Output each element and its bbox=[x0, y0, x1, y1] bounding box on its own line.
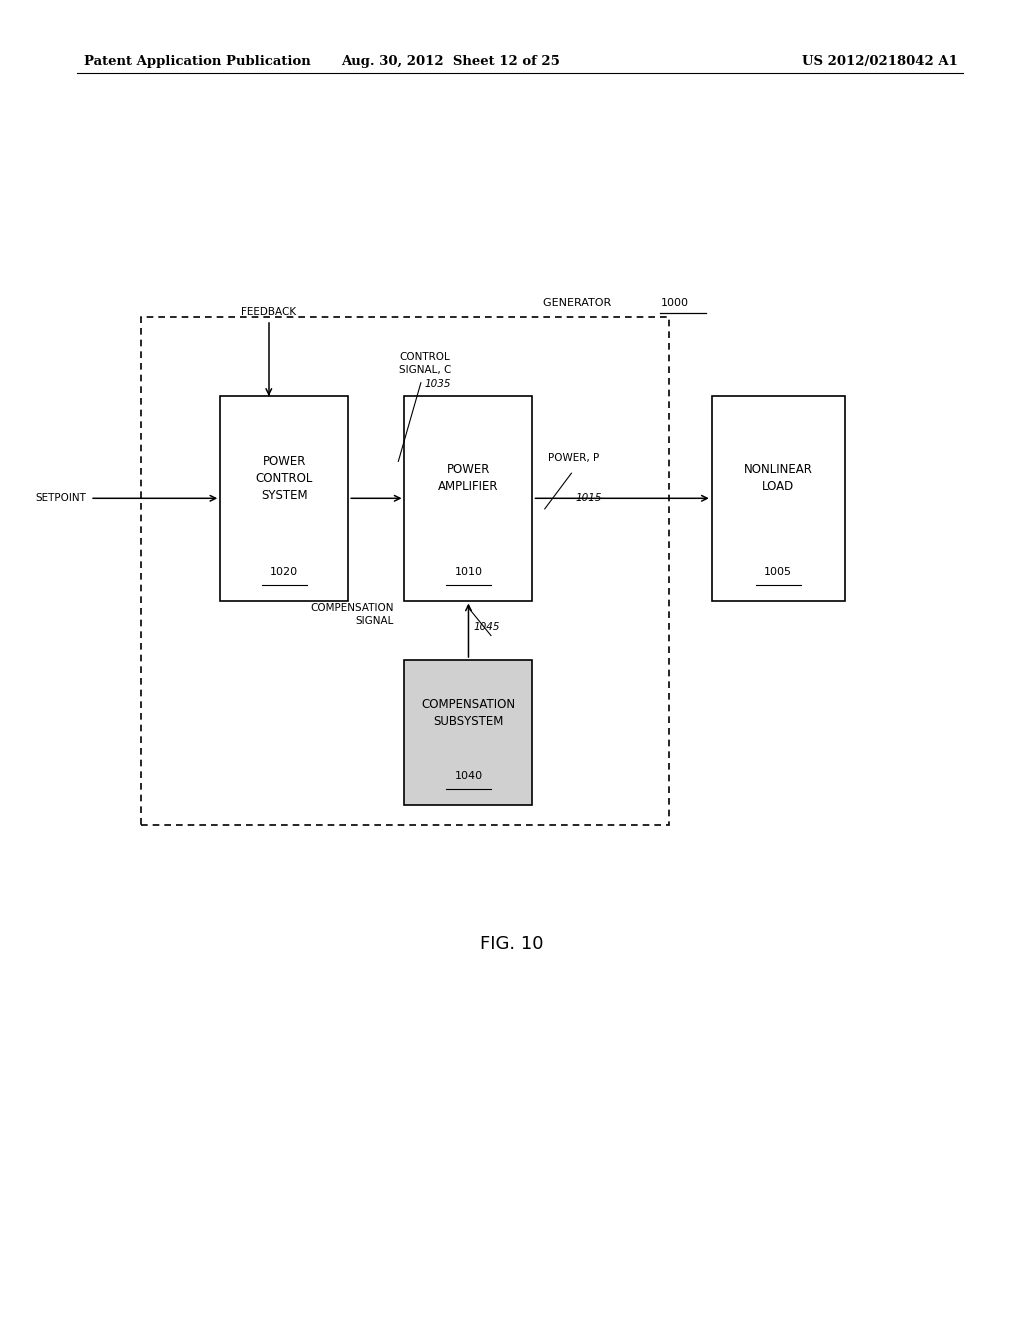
Text: 1000: 1000 bbox=[660, 297, 688, 308]
Text: 1015: 1015 bbox=[575, 492, 602, 503]
Text: US 2012/0218042 A1: US 2012/0218042 A1 bbox=[802, 55, 957, 69]
Text: POWER
AMPLIFIER: POWER AMPLIFIER bbox=[438, 463, 499, 494]
Text: FIG. 10: FIG. 10 bbox=[480, 935, 544, 953]
Text: 1010: 1010 bbox=[455, 566, 482, 577]
Bar bbox=[712, 396, 845, 601]
Text: GENERATOR: GENERATOR bbox=[543, 297, 617, 308]
Text: CONTROL
SIGNAL, C: CONTROL SIGNAL, C bbox=[399, 352, 452, 375]
Text: POWER
CONTROL
SYSTEM: POWER CONTROL SYSTEM bbox=[255, 455, 313, 502]
Bar bbox=[220, 396, 348, 601]
Text: COMPENSATION
SUBSYSTEM: COMPENSATION SUBSYSTEM bbox=[422, 698, 515, 727]
Text: 1020: 1020 bbox=[270, 566, 298, 577]
Text: SETPOINT: SETPOINT bbox=[35, 494, 86, 503]
Text: Patent Application Publication: Patent Application Publication bbox=[84, 55, 310, 69]
Bar bbox=[404, 396, 532, 601]
Text: POWER, P: POWER, P bbox=[548, 453, 599, 462]
Text: 1045: 1045 bbox=[473, 623, 500, 632]
Bar bbox=[141, 317, 669, 825]
Text: NONLINEAR
LOAD: NONLINEAR LOAD bbox=[743, 463, 813, 494]
Text: COMPENSATION
SIGNAL: COMPENSATION SIGNAL bbox=[310, 603, 394, 626]
Text: 1040: 1040 bbox=[455, 771, 482, 781]
Bar bbox=[404, 660, 532, 805]
Text: FEEDBACK: FEEDBACK bbox=[242, 306, 296, 317]
Text: 1035: 1035 bbox=[425, 379, 452, 389]
Text: Aug. 30, 2012  Sheet 12 of 25: Aug. 30, 2012 Sheet 12 of 25 bbox=[341, 55, 560, 69]
Text: 1005: 1005 bbox=[764, 566, 793, 577]
